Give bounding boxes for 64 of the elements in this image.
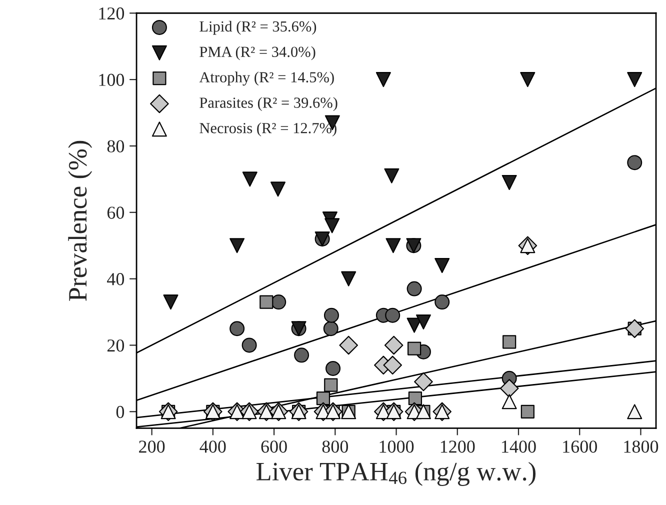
point: [324, 378, 338, 392]
point: [326, 360, 341, 376]
point: [323, 321, 338, 336]
y-tick-label: 60: [107, 206, 124, 219]
point: [627, 155, 642, 170]
legend-label: Parasites (R² = 39.6%): [200, 97, 338, 111]
point: [260, 295, 274, 309]
point: [416, 314, 431, 330]
point: [294, 348, 310, 363]
x-tick-label: 1800: [624, 440, 658, 453]
legend-label: PMA (R² = 34.0%): [200, 46, 316, 60]
point: [163, 294, 178, 310]
x-tick-label: 1400: [502, 440, 536, 453]
y-tick-label: 20: [107, 339, 124, 352]
point: [230, 321, 245, 336]
x-tick-label: 400: [200, 440, 226, 453]
point: [434, 258, 450, 274]
point: [407, 342, 422, 356]
y-tick-label: 80: [107, 140, 124, 152]
point: [502, 335, 516, 349]
point: [324, 218, 340, 234]
y-tick-label: 120: [99, 7, 124, 20]
y-tick-label: 40: [107, 273, 124, 286]
legend-label: Atrophy (R² = 14.5%): [199, 72, 334, 86]
point: [242, 338, 257, 353]
x-tick-label: 600: [261, 440, 287, 453]
legend-label: Necrosis (R² = 12.7%): [200, 122, 336, 136]
point: [627, 72, 642, 88]
point: [230, 238, 245, 254]
point: [520, 404, 534, 418]
y-tick-label: 0: [116, 406, 124, 418]
point: [376, 72, 391, 88]
y-tick-label: 100: [99, 74, 124, 86]
x-tick-label: 1200: [440, 440, 475, 453]
point: [627, 404, 642, 420]
x-tick-label: 1600: [563, 440, 597, 453]
point: [324, 308, 339, 323]
point: [384, 336, 404, 355]
point: [406, 318, 422, 333]
point: [408, 392, 422, 406]
point: [339, 336, 358, 355]
point: [270, 182, 286, 197]
point: [316, 392, 330, 406]
x-tick-label: 800: [322, 440, 348, 453]
x-axis-title: Liver TPAH$_{46}$ (ng/g w.w.): [256, 462, 536, 486]
point: [434, 294, 450, 310]
point: [520, 72, 536, 88]
point: [502, 394, 517, 410]
point: [242, 172, 258, 187]
point: [386, 238, 401, 254]
point: [502, 174, 517, 190]
point: [383, 356, 402, 375]
legend-label: Lipid (R² = 35.6%): [200, 20, 316, 35]
point: [271, 294, 286, 310]
point: [385, 308, 400, 323]
point: [500, 378, 519, 398]
point: [341, 271, 356, 286]
point: [625, 319, 644, 338]
x-tick-label: 1000: [380, 440, 414, 453]
x-tick-label: 200: [139, 440, 165, 453]
y-axis-title: Prevalence (%): [68, 140, 92, 301]
point: [384, 168, 400, 184]
point: [406, 281, 422, 296]
point: [414, 372, 433, 392]
